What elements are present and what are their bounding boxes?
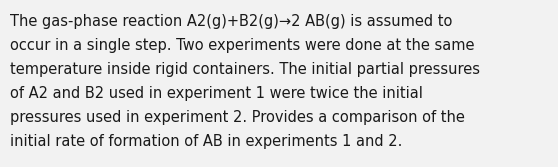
Text: occur in a single step. Two experiments were done at the same: occur in a single step. Two experiments … bbox=[10, 38, 474, 53]
Text: temperature inside rigid containers. The initial partial pressures: temperature inside rigid containers. The… bbox=[10, 62, 480, 77]
Text: of A2 and B2 used in experiment 1 were twice the initial: of A2 and B2 used in experiment 1 were t… bbox=[10, 86, 423, 101]
Text: pressures used in experiment 2. Provides a comparison of the: pressures used in experiment 2. Provides… bbox=[10, 110, 465, 125]
Text: The gas-phase reaction A2(g)+B2(g)→2 AB(g) is assumed to: The gas-phase reaction A2(g)+B2(g)→2 AB(… bbox=[10, 14, 453, 29]
Text: initial rate of formation of AB in experiments 1 and 2.: initial rate of formation of AB in exper… bbox=[10, 134, 402, 149]
